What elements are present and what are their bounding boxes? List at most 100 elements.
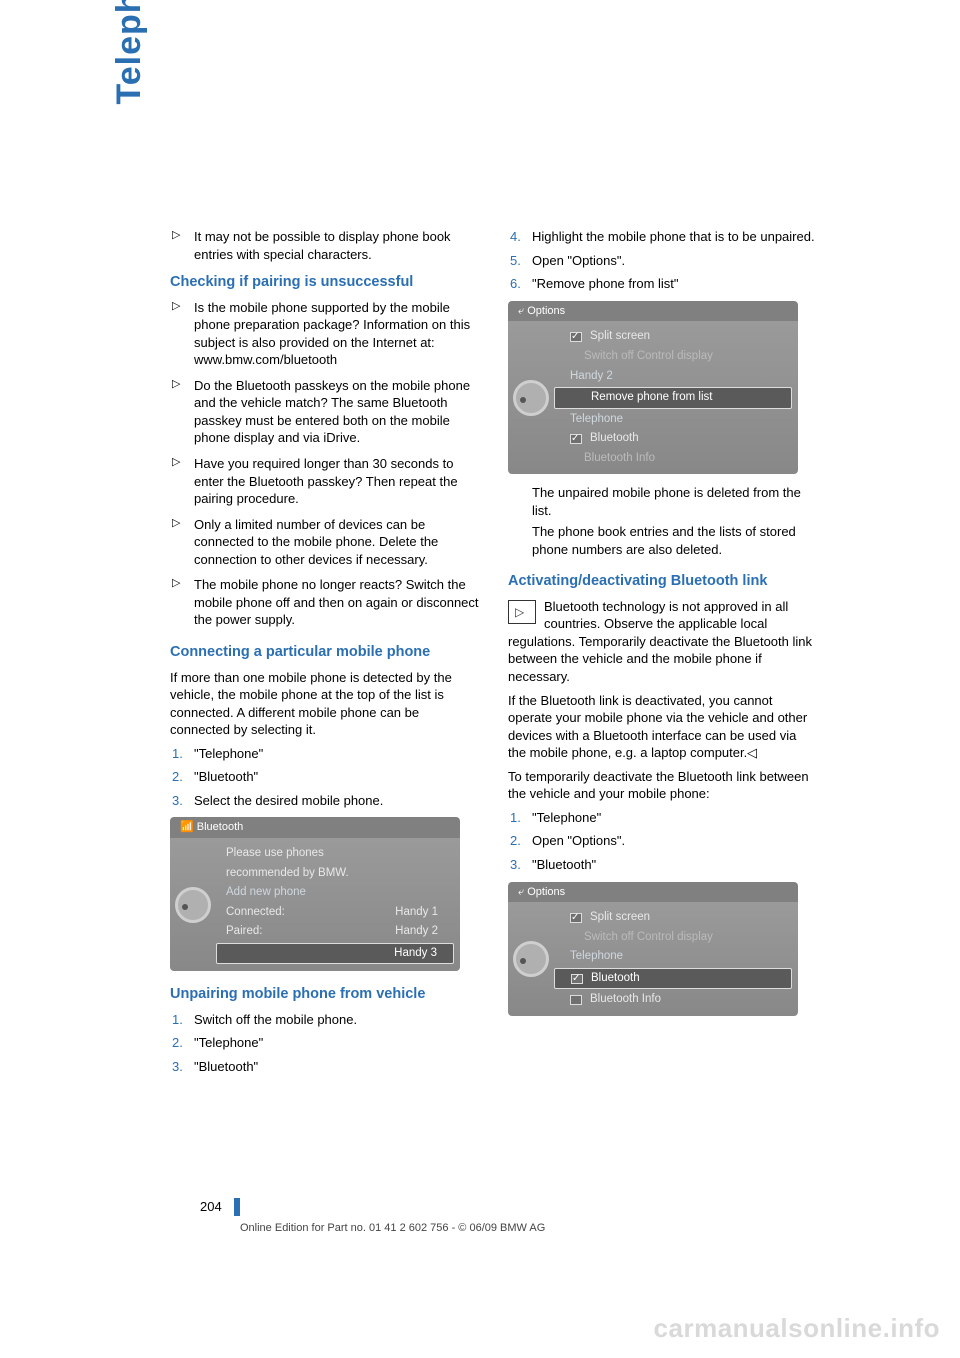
step-number: 5.: [510, 252, 521, 270]
menu-item: Bluetooth: [554, 429, 792, 449]
heading-checking: Checking if pairing is unsuccessful: [170, 273, 480, 293]
step-item: 1."Telephone": [170, 745, 480, 763]
bullet-item: Do the Bluetooth passkeys on the mobile …: [170, 377, 480, 447]
footer-text: Online Edition for Part no. 01 41 2 602 …: [240, 1222, 545, 1234]
step-text: Highlight the mobile phone that is to be…: [532, 229, 815, 244]
step-number: 2.: [172, 768, 183, 786]
menu-item-selected: Remove phone from list: [554, 387, 792, 409]
bullet-item: The mobile phone no longer reacts? Switc…: [170, 576, 480, 629]
menu-item: Bluetooth Info: [554, 449, 792, 469]
label: Connected:: [226, 905, 285, 921]
bullet-item: Have you required longer than 30 seconds…: [170, 455, 480, 508]
screenshot-options-remove: ⤶ Options Split screen Switch off Contro…: [508, 301, 798, 474]
menu-item: Switch off Control display: [554, 347, 792, 367]
menu-text: recommended by BMW.: [216, 864, 454, 884]
label: Paired:: [226, 924, 262, 940]
bullet-item: Is the mobile phone supported by the mob…: [170, 299, 480, 369]
step-text: "Telephone": [532, 810, 601, 825]
step-number: 2.: [172, 1034, 183, 1052]
checkbox-icon: [571, 974, 583, 984]
step-text: Select the desired mobile phone.: [194, 793, 383, 808]
paragraph: The phone book entries and the lists of …: [508, 523, 818, 558]
step-text: "Telephone": [194, 746, 263, 761]
paragraph: To temporarily deactivate the Bluetooth …: [508, 768, 818, 803]
menu-item: Bluetooth Info: [554, 990, 792, 1010]
intro-bullets: It may not be possible to display phone …: [170, 228, 480, 263]
step-number: 1.: [510, 809, 521, 827]
step-item: 3. Select the desired mobile phone.: [170, 792, 480, 810]
value: Handy 1: [395, 905, 438, 921]
step-text: "Bluetooth": [194, 1059, 258, 1074]
menu-text: Please use phones: [216, 844, 454, 864]
note-text: Bluetooth technology is not approved in …: [508, 599, 812, 684]
step-item: 1. "Telephone": [508, 809, 818, 827]
menu-item: Switch off Control display: [554, 928, 792, 948]
step-number: 6.: [510, 275, 521, 293]
step-text: "Bluetooth": [532, 857, 596, 872]
checkbox-icon: [570, 434, 582, 444]
column-right: 4. Highlight the mobile phone that is to …: [508, 228, 818, 1081]
step-item: 5.Open "Options".: [508, 252, 818, 270]
menu-item: Connected: Handy 1: [216, 903, 454, 923]
menu-item: Split screen: [554, 327, 792, 347]
heading-connecting: Connecting a particular mobile phone: [170, 643, 480, 663]
screenshot-title-text: Bluetooth: [197, 821, 243, 833]
unpairing-steps-cont: 4. Highlight the mobile phone that is to …: [508, 228, 818, 293]
menu-text: Bluetooth: [590, 431, 639, 447]
step-text: "Remove phone from list": [532, 276, 679, 291]
menu-item-selected: Handy 3: [216, 943, 454, 965]
checkbox-icon: [570, 995, 582, 1005]
step-item: 6. "Remove phone from list": [508, 275, 818, 293]
menu-text: Split screen: [590, 329, 650, 345]
screenshot-body: Split screen Switch off Control display …: [508, 321, 798, 474]
menu-item: Paired:Handy 2: [216, 922, 454, 942]
heading-unpairing: Unpairing mobile phone from vehicle: [170, 985, 480, 1005]
menu-item: Add new phone: [216, 883, 454, 903]
step-item: 2. "Telephone": [170, 1034, 480, 1052]
step-text: Open "Options".: [532, 833, 625, 848]
step-number: 4.: [510, 228, 521, 246]
knob-icon: [513, 941, 549, 977]
paragraph: If more than one mobile phone is detecte…: [170, 669, 480, 739]
screenshot-title-text: Options: [527, 305, 565, 317]
menu-text: Split screen: [590, 910, 650, 926]
screenshot-menu: Split screen Switch off Control display …: [554, 327, 792, 468]
checkbox-icon: [570, 332, 582, 342]
screenshot-options-bluetooth: ⤶ Options Split screen Switch off Contro…: [508, 882, 798, 1016]
deactivate-steps: 1. "Telephone" 2. Open "Options". 3."Bluet…: [508, 809, 818, 874]
page-number: 204: [200, 1199, 222, 1214]
step-item: 3."Bluetooth": [170, 1058, 480, 1076]
page-number-bar: [234, 1198, 240, 1216]
content-columns: It may not be possible to display phone …: [170, 228, 820, 1081]
screenshot-title: ⤶ Options: [508, 882, 798, 903]
screenshot-body: Split screen Switch off Control display …: [508, 902, 798, 1016]
menu-text: Bluetooth: [591, 971, 640, 987]
paragraph: The unpaired mobile phone is deleted fro…: [508, 484, 818, 519]
note-icon: [508, 600, 536, 624]
step-text: "Bluetooth": [194, 769, 258, 784]
menu-section: Handy 2: [554, 367, 792, 387]
step-text: Switch off the mobile phone.: [194, 1012, 357, 1027]
step-number: 3.: [172, 792, 183, 810]
screenshot-bluetooth: 📶 Bluetooth Please use phones recommende…: [170, 817, 460, 971]
screenshot-title: 📶 Bluetooth: [170, 817, 460, 838]
step-number: 2.: [510, 832, 521, 850]
step-text: "Telephone": [194, 1035, 263, 1050]
menu-text: Bluetooth Info: [590, 992, 661, 1008]
watermark: carmanualsonline.info: [654, 1313, 940, 1344]
end-marker-icon: ▷: [747, 744, 757, 762]
bullet-item: It may not be possible to display phone …: [170, 228, 480, 263]
paragraph: If the Bluetooth link is deactivated, yo…: [508, 692, 818, 762]
step-item: 1.Switch off the mobile phone.: [170, 1011, 480, 1029]
menu-section: Telephone: [554, 947, 792, 967]
unpairing-steps: 1.Switch off the mobile phone. 2. "Teleph…: [170, 1011, 480, 1076]
section-label: Telephone: [110, 0, 149, 228]
idrive-knob: [170, 844, 216, 965]
screenshot-title: ⤶ Options: [508, 301, 798, 322]
screenshot-title-text: Options: [527, 886, 565, 898]
spacer: [571, 393, 583, 403]
step-item: 2. "Bluetooth": [170, 768, 480, 786]
screenshot-body: Please use phones recommended by BMW. Ad…: [170, 838, 460, 971]
step-item: 3."Bluetooth": [508, 856, 818, 874]
menu-text: Remove phone from list: [591, 390, 712, 406]
